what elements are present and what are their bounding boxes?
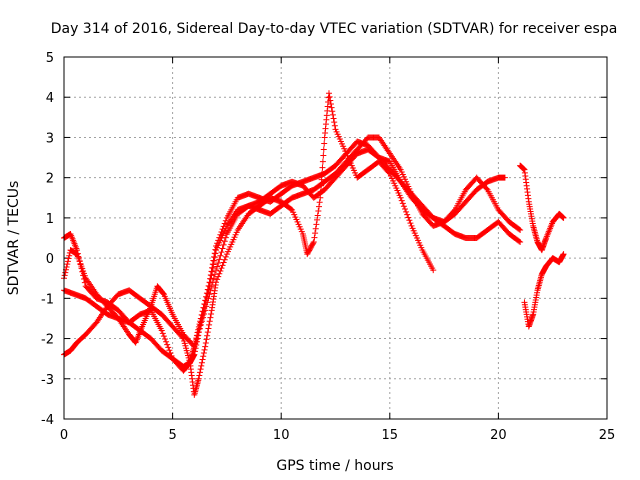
y-tick-label: -4	[41, 413, 54, 428]
y-tick-label: 4	[46, 91, 54, 106]
y-tick-label: 5	[46, 51, 54, 66]
data-point-markers	[521, 251, 567, 330]
x-tick-label: 25	[599, 428, 616, 443]
series-track-e	[517, 162, 567, 254]
x-tick-label: 0	[60, 428, 68, 443]
x-tick-label: 10	[273, 428, 290, 443]
y-tick-label: -1	[41, 292, 54, 307]
y-tick-label: -3	[41, 373, 54, 388]
x-axis-label: GPS time / hours	[276, 458, 393, 474]
chart-title: Day 314 of 2016, Sidereal Day-to-day VTE…	[51, 21, 618, 37]
y-tick-label: 1	[46, 212, 54, 227]
plot-border	[63, 56, 608, 420]
y-tick-label: 0	[46, 252, 54, 267]
x-tick-label: 5	[168, 428, 176, 443]
x-tick-label: 20	[490, 428, 507, 443]
y-tick-label: 2	[46, 172, 54, 187]
x-tick-label: 15	[382, 428, 399, 443]
series-track-f	[521, 251, 567, 330]
y-tick-label: 3	[46, 131, 54, 146]
y-axis-label: SDTVAR / TECUs	[6, 181, 22, 296]
y-tick-label: -2	[41, 333, 54, 348]
data-point-markers	[517, 162, 567, 254]
